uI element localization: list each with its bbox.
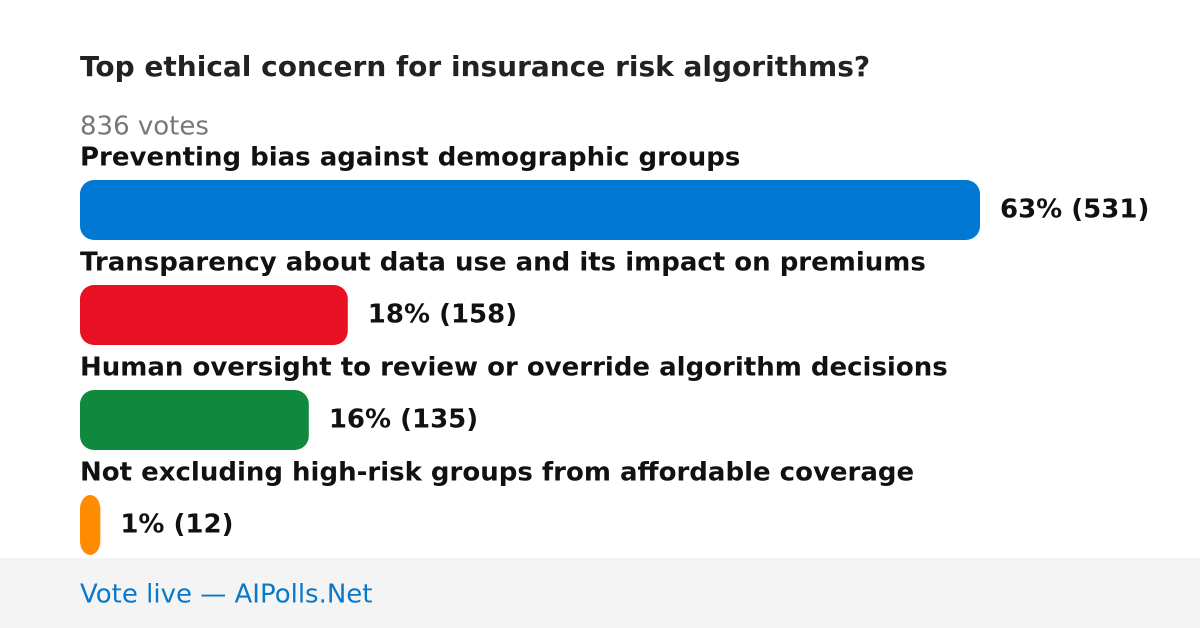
option-label: Preventing bias against demographic grou… xyxy=(80,143,740,173)
value-label: 63% (531) xyxy=(1000,195,1149,225)
value-label: 16% (135) xyxy=(329,405,478,435)
option-label: Human oversight to review or override al… xyxy=(80,353,948,383)
bar xyxy=(80,180,980,240)
bar xyxy=(80,390,309,450)
value-label: 1% (12) xyxy=(120,510,233,540)
vote-count: 836 votes xyxy=(80,112,209,142)
option-label: Not excluding high-risk groups from affo… xyxy=(80,458,914,488)
bar xyxy=(80,285,348,345)
poll-title: Top ethical concern for insurance risk a… xyxy=(80,50,870,83)
value-label: 18% (158) xyxy=(368,300,517,330)
option-label: Transparency about data use and its impa… xyxy=(80,248,926,278)
footer-band xyxy=(0,558,1200,628)
footer-link[interactable]: Vote live — AIPolls.Net xyxy=(80,580,373,610)
bar xyxy=(80,495,101,555)
